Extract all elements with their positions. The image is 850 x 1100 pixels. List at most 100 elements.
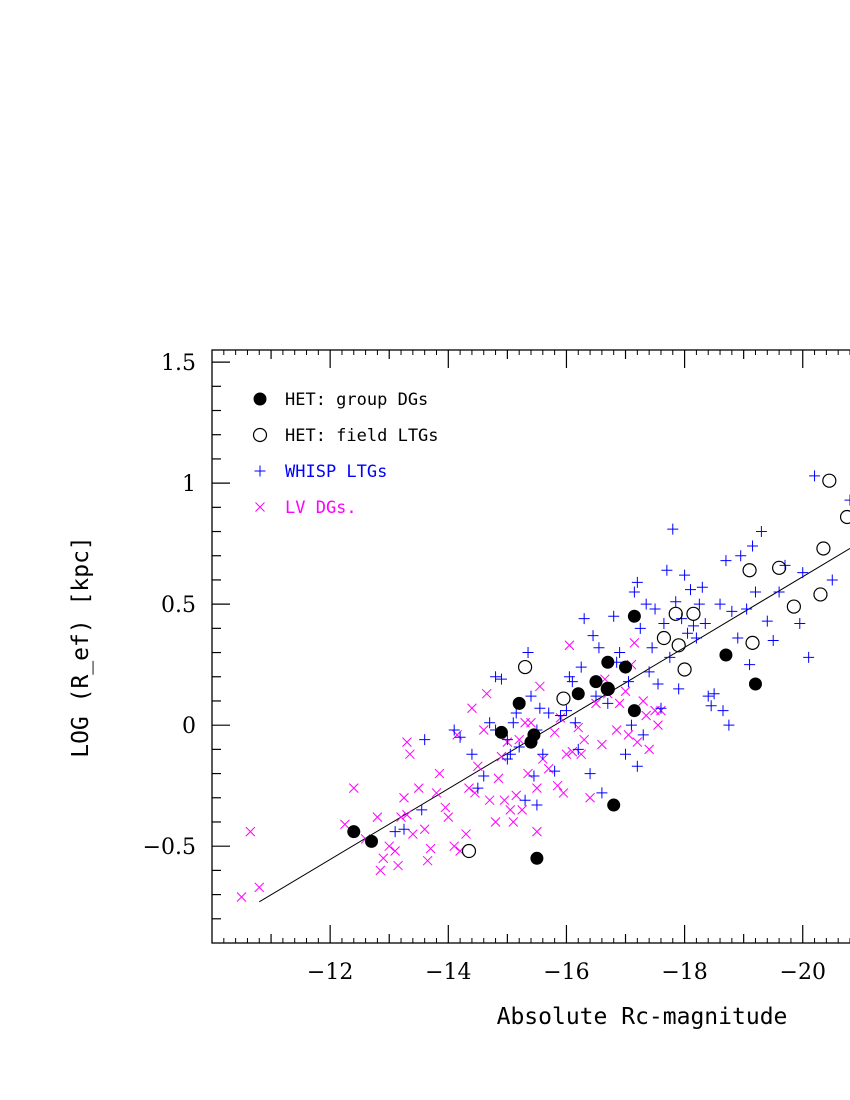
lv-dg-point [348, 783, 359, 793]
whisp-ltg-point [593, 642, 605, 654]
whisp-ltg-point [566, 676, 578, 688]
het-field-ltg-point [686, 606, 701, 621]
lv-dg-point [614, 698, 625, 709]
whisp-ltg-point [555, 709, 567, 721]
lv-dg-point [443, 812, 454, 822]
lv-dg-point [629, 638, 640, 648]
lv-dg-point [402, 809, 412, 820]
x-axis-label: Absolute Rc-magnitude [497, 1004, 788, 1030]
whisp-ltg-point [484, 717, 496, 729]
whisp-ltg-point [699, 618, 711, 630]
lv-dg-point [561, 749, 572, 760]
het-group-dg-point [512, 696, 526, 710]
whisp-ltg-point [472, 782, 484, 794]
whisp-ltg-point [504, 748, 516, 760]
het-field-ltg-point [656, 630, 672, 646]
lv-dg-point [641, 710, 652, 721]
lv-dg-point [431, 788, 442, 798]
whisp-ltg-point [749, 586, 761, 598]
lv-dg-point [384, 841, 395, 852]
lv-dg-point [526, 717, 536, 728]
whisp-ltg-point [543, 707, 555, 719]
het-group-dg-point [748, 677, 762, 691]
whisp-ltg-point [735, 550, 747, 562]
lv-dg-point [413, 783, 424, 793]
whisp-ltg-point [682, 627, 694, 639]
het-group-dg-point [571, 687, 585, 701]
whisp-ltg-point [622, 676, 634, 688]
het-field-ltg-point [742, 563, 757, 578]
het-field-ltg-point [745, 635, 760, 650]
whisp-ltg-point [501, 753, 513, 765]
het-group-dg-point [589, 675, 603, 689]
lv-dg-point [245, 826, 256, 837]
lv-dg-point [620, 686, 631, 697]
lv-dg-point [611, 725, 622, 735]
whisp-ltg-point [454, 731, 466, 743]
whisp-ltg-point [522, 647, 534, 659]
lv-dg-point [490, 817, 501, 827]
whisp-ltg-point [490, 671, 502, 683]
lv-dg-point [440, 802, 451, 813]
lv-dg-point [579, 734, 590, 745]
whisp-ltg-point [419, 734, 431, 746]
whisp-ltg-point [525, 690, 537, 702]
legend: HET: group DGs HET: field LTGs WHISP LTGs L… [252, 390, 439, 518]
whisp-ltg-point [634, 622, 646, 634]
lv-dg-point [375, 865, 386, 876]
whisp-ltg-point [563, 671, 575, 683]
lv-dg-point [585, 792, 595, 803]
whisp-ltg-point [658, 618, 670, 630]
lv-dg-point [461, 829, 471, 839]
lv-dg-point [623, 729, 634, 740]
legend-label-het_field: HET: field LTGs [285, 426, 439, 446]
lv-dg-point [399, 792, 409, 803]
whisp-ltg-point [537, 748, 549, 760]
whisp-ltg-point [575, 661, 587, 673]
whisp-ltg-point [690, 632, 702, 644]
lv-dg-point [558, 788, 569, 798]
lv-dg-point [478, 725, 489, 735]
whisp-ltg-point [755, 526, 767, 538]
het-group-dg-point [627, 704, 641, 718]
het-group-dg-point [719, 648, 733, 662]
fit-line-layer [259, 548, 850, 903]
whisp-ltg-point [744, 659, 756, 671]
whisp-ltg-point [528, 770, 540, 782]
whisp-ltg-series [389, 470, 850, 838]
het-field-ltg-point [668, 606, 683, 621]
het-group-dg-point [494, 725, 508, 739]
fit-line [259, 548, 850, 903]
whisp-ltg-point [501, 734, 513, 746]
lv-dg-point [564, 640, 575, 651]
het-group-dg-point [601, 682, 615, 696]
het-field-ltg-point [556, 691, 571, 706]
whisp-ltg-point [726, 605, 738, 617]
lv-dg-point [407, 829, 418, 839]
whisp-ltg-point [679, 569, 691, 581]
lv-dg-point [467, 703, 477, 714]
whisp-ltg-point [664, 651, 676, 663]
lv-dg-point [419, 824, 430, 835]
whisp-ltg-point [625, 719, 637, 731]
lv-dg-point [340, 819, 350, 830]
whisp-ltg-point [631, 760, 643, 772]
lv-dg-point [499, 795, 510, 806]
legend-label-whisp: WHISP LTGs [285, 462, 387, 482]
whisp-ltg-point [466, 748, 478, 760]
x-tick-label: −20 [780, 960, 826, 985]
het-group-dg-point [607, 798, 621, 812]
whisp-ltg-point [655, 702, 667, 714]
lv-dg-series [236, 638, 666, 902]
lv-dg-point [567, 746, 578, 757]
het-field-ltg-point [461, 843, 477, 859]
whisp-ltg-point [398, 823, 410, 835]
y-tick-label: 0.5 [161, 593, 196, 618]
whisp-ltg-point [578, 613, 590, 625]
whisp-ltg-point [519, 794, 531, 806]
x-tick-label: −16 [543, 960, 589, 985]
x-axis-ticks: −12 −14 −16 −18 −20 [223, 350, 850, 985]
lv-dg-point [378, 853, 389, 864]
whisp-ltg-point [637, 729, 649, 741]
lv-dg-point [484, 795, 495, 806]
